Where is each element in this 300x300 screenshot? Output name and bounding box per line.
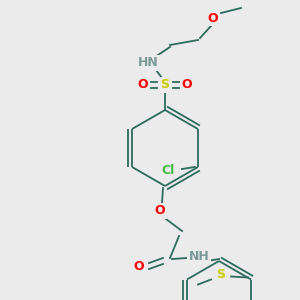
- Text: O: O: [134, 260, 144, 272]
- Text: S: S: [160, 79, 169, 92]
- Text: O: O: [138, 79, 148, 92]
- Text: O: O: [182, 79, 192, 92]
- Text: NH: NH: [189, 250, 209, 262]
- Text: Cl: Cl: [161, 164, 175, 176]
- Text: HN: HN: [138, 56, 158, 70]
- Text: O: O: [208, 11, 218, 25]
- Text: O: O: [155, 205, 165, 218]
- Text: S: S: [217, 268, 226, 281]
